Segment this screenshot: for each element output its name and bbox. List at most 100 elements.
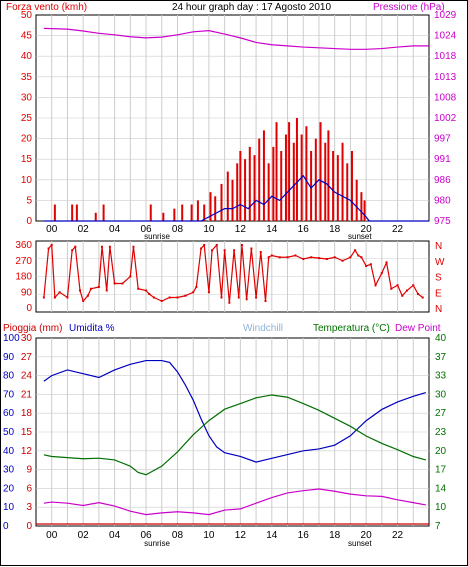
wind-direction-point — [113, 282, 116, 285]
wind-tick-label: 25 — [21, 113, 33, 124]
wind-direction-point — [228, 301, 231, 304]
temperature-line — [43, 394, 427, 476]
rain-tick-label: 0 — [26, 521, 32, 532]
rain-legend: Pioggia (mm) — [3, 323, 62, 334]
humidity-tick-label: 10 — [3, 502, 15, 513]
wind-direction-point — [401, 294, 404, 297]
sunrise-label: sunrise — [144, 539, 170, 548]
pressure-title: Pressione (hPa) — [373, 2, 445, 13]
pressure-tick-label: 986 — [434, 175, 451, 186]
wind-direction-point — [66, 296, 69, 299]
hour-label: 16 — [298, 530, 310, 541]
wind-tick-label: 20 — [21, 134, 33, 145]
hour-label: 08 — [172, 530, 184, 541]
wind-direction-point — [132, 245, 135, 248]
wind-direction-point — [390, 287, 393, 290]
pressure-tick-label: 1029 — [434, 10, 457, 21]
hour-label: 00 — [46, 530, 58, 541]
pressure-tick-label: 991 — [434, 154, 451, 165]
temperature-tick-label: 17 — [435, 465, 447, 476]
temperature-tick-label: 20 — [435, 446, 447, 457]
pressure-tick-label: 975 — [434, 216, 451, 227]
wind-tick-label: 40 — [21, 51, 33, 62]
direction-tick-label: 0 — [26, 303, 32, 314]
wind-direction-point — [294, 254, 297, 257]
sunset-label: sunset — [348, 232, 372, 241]
wind-tick-label: 50 — [21, 10, 33, 21]
wind-direction-point — [270, 254, 273, 257]
wind-direction-point — [310, 256, 313, 259]
rain-tick-label: 9 — [26, 465, 32, 476]
humidity-tick-label: 60 — [3, 408, 15, 419]
wind-direction-point — [341, 259, 344, 262]
wind-direction-point — [79, 289, 82, 292]
hour-label: 16 — [298, 224, 310, 235]
wind-direction-point — [220, 296, 223, 299]
direction-letter-label: N — [435, 304, 442, 315]
series-layer — [36, 27, 429, 525]
hour-label: 18 — [329, 530, 341, 541]
wind-tick-label: 10 — [21, 175, 33, 186]
wind-direction-point — [82, 300, 85, 302]
wind-direction-point — [278, 256, 281, 259]
wind-direction-point — [240, 244, 243, 246]
pressure-tick-label: 1024 — [434, 31, 457, 42]
hour-label: 02 — [78, 530, 90, 541]
wind-direction-point — [42, 296, 45, 299]
wind-direction-point — [237, 296, 240, 299]
temperature-tick-label: 14 — [435, 483, 447, 494]
wind-direction-point — [385, 261, 388, 264]
wind-direction-point — [50, 244, 53, 246]
wind-direction-point — [207, 291, 210, 294]
hour-label: 14 — [266, 530, 278, 541]
humidity-tick-label: 70 — [3, 389, 15, 400]
humidity-tick-label: 50 — [3, 427, 15, 438]
wind-average-line — [43, 174, 429, 222]
wind-direction-point — [71, 249, 74, 252]
windchill-legend: Windchill — [243, 323, 283, 334]
humidity-tick-label: 80 — [3, 371, 15, 382]
wind-direction-point — [108, 245, 111, 248]
direction-tick-label: 360 — [15, 240, 32, 251]
wind-direction-point — [215, 244, 218, 246]
pressure-tick-label: 1018 — [434, 51, 457, 62]
wind-direction-point — [264, 300, 267, 302]
humidity-legend: Umidita % — [69, 323, 115, 334]
wind-tick-label: 30 — [21, 92, 33, 103]
direction-tick-label: 90 — [21, 287, 33, 298]
direction-letter-label: E — [435, 288, 442, 299]
temperature-tick-label: 37 — [435, 352, 447, 363]
wind-direction-point — [148, 293, 151, 295]
hour-label: 08 — [172, 224, 184, 235]
wind-direction-point — [396, 284, 399, 287]
wind-direction-point — [152, 296, 155, 299]
wind-direction-point — [416, 293, 419, 295]
humidity-tick-label: 30 — [3, 465, 15, 476]
wind-direction-point — [58, 291, 61, 294]
wind-direction-point — [349, 256, 352, 259]
wind-direction-point — [105, 289, 108, 292]
dewpoint-line — [43, 488, 426, 516]
wind-direction-point — [421, 296, 424, 299]
hour-label: 14 — [266, 224, 278, 235]
hour-label: 12 — [235, 530, 247, 541]
wind-direction-point — [365, 265, 368, 267]
direction-letter-label: S — [435, 273, 442, 284]
sunset-label: sunset — [348, 539, 372, 548]
rain-tick-label: 18 — [21, 408, 33, 419]
wind-direction-point — [121, 282, 124, 285]
hour-label: 20 — [361, 224, 373, 235]
wind-direction-point — [267, 256, 270, 259]
wind-direction-point — [211, 249, 214, 252]
rain-tick-label: 24 — [21, 371, 33, 382]
hour-label: 10 — [203, 530, 215, 541]
hour-label: 22 — [392, 224, 404, 235]
sunrise-label: sunrise — [144, 232, 170, 241]
wind-direction-point — [333, 256, 336, 259]
direction-tick-label: 180 — [15, 272, 32, 283]
hour-label: 02 — [78, 224, 90, 235]
rain-tick-label: 30 — [21, 333, 33, 344]
wind-direction-point — [160, 300, 163, 302]
